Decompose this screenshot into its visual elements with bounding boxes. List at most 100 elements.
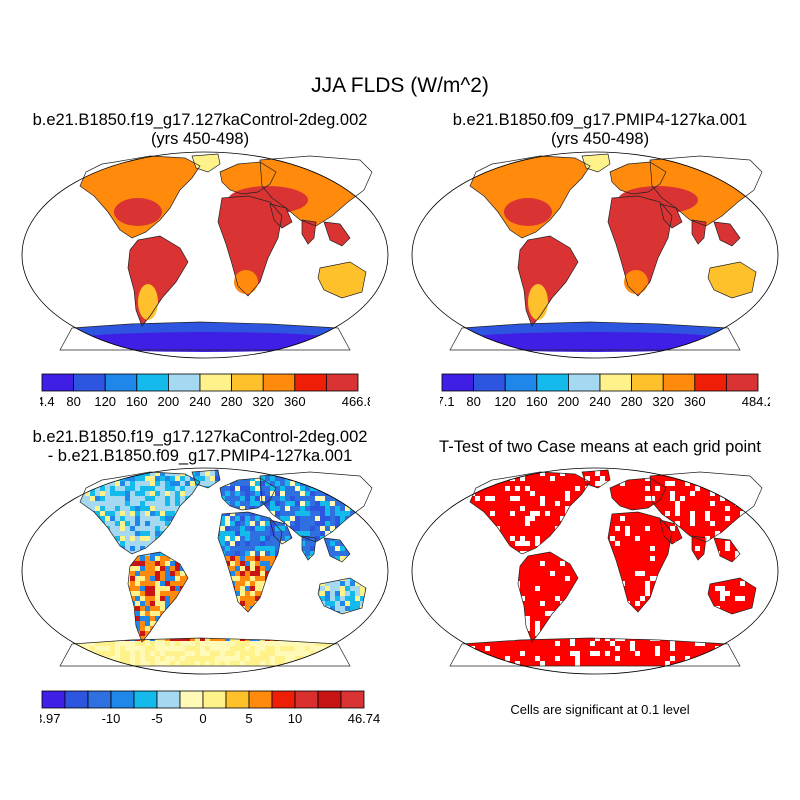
significant-cell <box>665 476 670 481</box>
anomaly-cell <box>305 476 310 481</box>
significant-cell <box>715 601 720 606</box>
anomaly-cell <box>320 526 325 531</box>
significant-cell <box>460 470 465 471</box>
anomaly-cell <box>135 556 140 561</box>
significant-cell <box>765 501 770 506</box>
significant-cell <box>545 516 550 521</box>
anomaly-cell <box>175 566 180 571</box>
significant-cell <box>775 591 780 596</box>
significant-cell <box>565 581 570 586</box>
significant-cell <box>560 566 565 571</box>
anomaly-cell <box>340 516 345 521</box>
anomaly-cell <box>60 481 65 486</box>
anomaly-cell <box>340 546 345 551</box>
anomaly-cell <box>180 581 185 586</box>
anomaly-cell <box>45 476 50 481</box>
anomaly-cell <box>375 511 380 516</box>
significant-cell <box>475 471 480 476</box>
anomaly-cell <box>155 646 160 651</box>
anomaly-cell <box>225 541 230 546</box>
anomaly-cell <box>335 516 340 521</box>
anomaly-cell <box>295 521 300 526</box>
anomaly-cell <box>105 486 110 491</box>
anomaly-cell <box>115 501 120 506</box>
anomaly-cell <box>305 666 310 671</box>
anomaly-cell <box>105 641 110 646</box>
anomaly-cell <box>340 476 345 481</box>
anomaly-cell <box>370 671 375 676</box>
anomaly-cell <box>260 661 265 666</box>
anomaly-cell <box>60 471 65 476</box>
significant-cell <box>660 526 665 531</box>
anomaly-cell <box>250 541 255 546</box>
anomaly-cell <box>35 616 40 621</box>
significant-cell <box>530 481 535 486</box>
anomaly-cell <box>345 551 350 556</box>
significant-cell <box>650 566 655 571</box>
anomaly-cell <box>25 496 30 501</box>
anomaly-cell <box>225 536 230 541</box>
anomaly-cell <box>310 546 315 551</box>
anomaly-cell <box>340 491 345 496</box>
anomaly-cell <box>120 651 125 656</box>
anomaly-cell <box>285 501 290 506</box>
anomaly-cell <box>95 506 100 511</box>
coastline-af <box>607 195 673 297</box>
anomaly-cell <box>230 656 235 661</box>
significant-cell <box>490 491 495 496</box>
significant-cell <box>485 486 490 491</box>
anomaly-cell <box>270 511 275 516</box>
anomaly-cell <box>285 481 290 486</box>
anomaly-cell <box>135 486 140 491</box>
anomaly-cell <box>175 506 180 511</box>
significant-cell <box>580 481 585 486</box>
anomaly-cell <box>50 481 55 486</box>
significant-cell <box>690 546 695 551</box>
anomaly-cell <box>305 506 310 511</box>
anomaly-cell <box>330 501 335 506</box>
significant-cell <box>675 491 680 496</box>
significant-cell <box>630 521 635 526</box>
significant-cell <box>515 526 520 531</box>
anomaly-cell <box>110 471 115 476</box>
anomaly-cell <box>230 491 235 496</box>
anomaly-cell <box>25 506 30 511</box>
anomaly-cell <box>345 671 350 676</box>
significant-cell <box>615 491 620 496</box>
significant-cell <box>410 591 415 596</box>
anomaly-cell <box>160 476 165 481</box>
anomaly-cell <box>195 656 200 661</box>
anomaly-cell <box>135 596 140 601</box>
anomaly-cell <box>35 631 40 636</box>
anomaly-cell <box>365 651 370 656</box>
anomaly-cell <box>370 626 372 631</box>
anomaly-cell <box>20 631 25 636</box>
significant-cell <box>615 521 620 526</box>
anomaly-cell <box>230 551 235 556</box>
significant-cell <box>530 561 535 566</box>
anomaly-cell <box>295 646 300 651</box>
significant-cell <box>770 496 775 501</box>
significant-cell <box>765 491 770 496</box>
anomaly-cell <box>280 531 285 536</box>
anomaly-cell <box>150 561 155 566</box>
anomaly-cell <box>255 661 260 666</box>
significant-cell <box>620 501 625 506</box>
anomaly-cell <box>70 471 75 476</box>
map-border <box>21 151 389 359</box>
anomaly-cell <box>360 601 365 606</box>
significant-cell <box>505 481 510 486</box>
anomaly-cell <box>255 491 260 496</box>
anomaly-cell <box>275 671 280 676</box>
anomaly-cell <box>55 501 60 506</box>
anomaly-cell <box>350 661 355 666</box>
anomaly-cell <box>385 471 390 476</box>
anomaly-cell <box>25 651 30 656</box>
significant-cell <box>750 471 755 476</box>
anomaly-cell <box>155 531 160 536</box>
anomaly-cell <box>330 470 335 471</box>
anomaly-cell <box>80 496 85 501</box>
anomaly-cell <box>125 501 130 506</box>
significant-cell <box>510 471 515 476</box>
significant-cell <box>635 501 640 506</box>
